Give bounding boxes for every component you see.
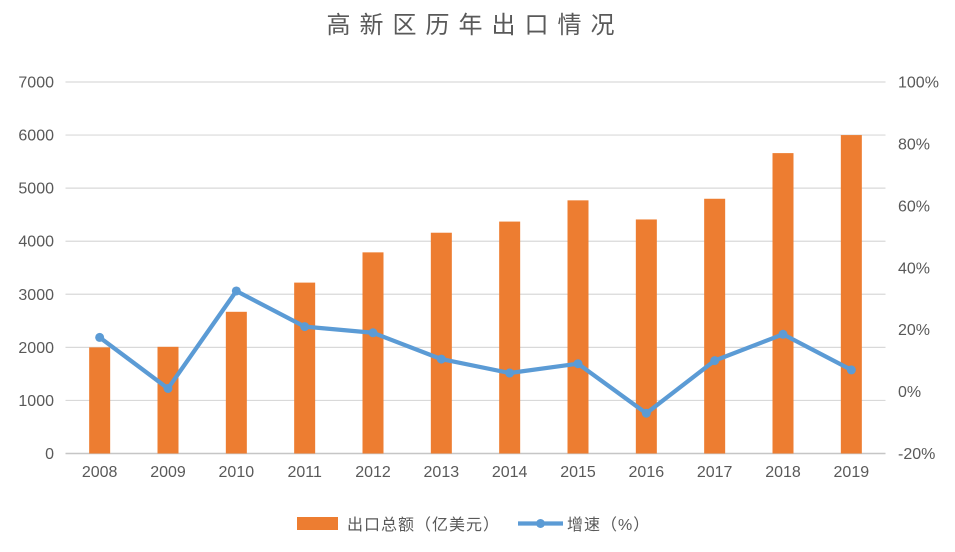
x-axis-tick-label: 2011 bbox=[287, 464, 322, 481]
growth-point-2010[interactable] bbox=[231, 286, 241, 296]
left-axis-tick-label: 7000 bbox=[18, 75, 54, 92]
x-axis-tick-label: 2018 bbox=[765, 464, 801, 481]
growth-line bbox=[97, 288, 854, 416]
growth-point-2014[interactable] bbox=[505, 368, 515, 378]
left-axis-tick-label: 2000 bbox=[18, 340, 54, 357]
bar-2012[interactable] bbox=[362, 252, 384, 454]
x-axis-tick-label: 2014 bbox=[492, 464, 528, 481]
legend-line-marker-icon bbox=[536, 519, 545, 528]
x-axis-tick-label: 2015 bbox=[560, 464, 596, 481]
growth-point-2017[interactable] bbox=[710, 356, 720, 366]
left-axis-tick-label: 0 bbox=[45, 446, 54, 463]
left-axis-tick-label: 5000 bbox=[18, 181, 54, 198]
bar-2008[interactable] bbox=[89, 347, 111, 454]
left-axis: 0 1000 2000 3000 4000 5000 6000 7000 bbox=[18, 75, 54, 464]
right-axis: -20% 0% 20% 40% 60% 80% 100% bbox=[898, 75, 939, 464]
growth-point-2016[interactable] bbox=[641, 408, 651, 418]
bar-2010[interactable] bbox=[225, 311, 247, 454]
x-axis-tick-label: 2008 bbox=[82, 464, 118, 481]
legend: 出口总额（亿美元） 增速（%） bbox=[297, 516, 650, 534]
growth-point-2011[interactable] bbox=[300, 322, 310, 332]
bar-2011[interactable] bbox=[294, 282, 316, 454]
legend-line-label[interactable]: 增速（%） bbox=[567, 516, 650, 534]
bar-2013[interactable] bbox=[430, 232, 452, 454]
left-axis-tick-label: 3000 bbox=[18, 287, 54, 304]
x-axis-tick-label: 2012 bbox=[355, 464, 391, 481]
chart-title: 高新区历年出口情况 bbox=[327, 11, 624, 39]
bar-2019[interactable] bbox=[840, 135, 862, 454]
right-axis-tick-label: 80% bbox=[898, 136, 930, 153]
bar-2017[interactable] bbox=[704, 198, 726, 454]
right-axis-tick-label: 100% bbox=[898, 75, 939, 92]
growth-point-2013[interactable] bbox=[436, 354, 446, 364]
growth-point-2012[interactable] bbox=[368, 328, 378, 338]
growth-point-2008[interactable] bbox=[95, 332, 105, 342]
right-axis-tick-label: 60% bbox=[898, 198, 930, 215]
gridlines-layer bbox=[65, 81, 886, 455]
x-axis: 2008 2009 2010 2011 2012 2013 2014 2015 2016 2017… bbox=[82, 464, 869, 481]
right-axis-tick-label: 0% bbox=[898, 384, 921, 401]
x-axis-tick-label: 2010 bbox=[219, 464, 255, 481]
bar-2014[interactable] bbox=[499, 221, 521, 454]
bar-2016[interactable] bbox=[635, 219, 657, 454]
bar-2009[interactable] bbox=[157, 346, 179, 454]
x-axis-tick-label: 2019 bbox=[834, 464, 870, 481]
right-axis-tick-label: 40% bbox=[898, 260, 930, 277]
left-axis-tick-label: 6000 bbox=[18, 128, 54, 145]
line-series bbox=[95, 286, 856, 418]
x-axis-tick-label: 2009 bbox=[150, 464, 186, 481]
x-axis-tick-label: 2017 bbox=[697, 464, 733, 481]
growth-point-2019[interactable] bbox=[846, 365, 856, 375]
left-axis-tick-label: 4000 bbox=[18, 234, 54, 251]
growth-point-2009[interactable] bbox=[163, 383, 173, 393]
right-axis-tick-label: -20% bbox=[898, 446, 935, 463]
legend-bar-label[interactable]: 出口总额（亿美元） bbox=[347, 516, 500, 534]
x-axis-tick-label: 2016 bbox=[629, 464, 665, 481]
legend-bar-swatch-icon[interactable] bbox=[297, 517, 338, 530]
growth-point-2015[interactable] bbox=[573, 359, 583, 369]
right-axis-tick-label: 20% bbox=[898, 322, 930, 339]
bar-2015[interactable] bbox=[567, 200, 589, 454]
bar-2018[interactable] bbox=[772, 153, 794, 454]
growth-point-2018[interactable] bbox=[778, 329, 788, 339]
x-axis-tick-label: 2013 bbox=[424, 464, 460, 481]
left-axis-tick-label: 1000 bbox=[18, 393, 54, 410]
